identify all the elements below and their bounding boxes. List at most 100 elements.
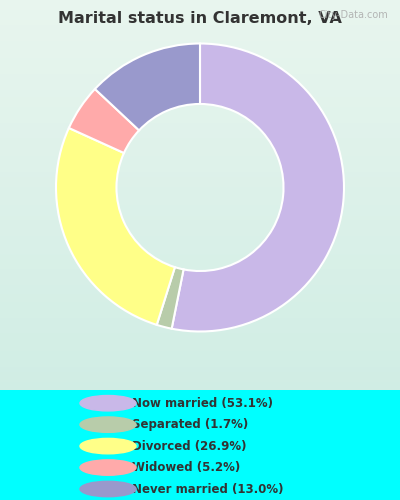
Bar	[0, 328, 400, 330]
Bar	[0, 2, 400, 4]
Bar	[0, 52, 400, 54]
Bar	[0, 376, 400, 378]
Bar	[0, 193, 400, 195]
Bar	[0, 56, 400, 58]
Bar	[0, 336, 400, 338]
Bar	[0, 306, 400, 308]
Bar	[0, 16, 400, 18]
Bar	[0, 308, 400, 310]
Bar	[0, 148, 400, 150]
Bar	[0, 197, 400, 199]
Bar	[0, 226, 400, 228]
Bar	[0, 296, 400, 298]
Bar	[0, 220, 400, 222]
Bar	[0, 353, 400, 355]
Bar	[0, 106, 400, 108]
Bar	[0, 246, 400, 248]
Bar	[0, 8, 400, 10]
Bar	[0, 113, 400, 115]
Bar	[0, 362, 400, 364]
Bar	[0, 374, 400, 376]
Circle shape	[80, 438, 136, 454]
Bar	[0, 45, 400, 47]
Bar	[0, 31, 400, 33]
Bar	[0, 302, 400, 304]
Bar	[0, 78, 400, 80]
Bar	[0, 70, 400, 72]
Bar	[0, 298, 400, 300]
Bar	[0, 380, 400, 382]
Bar	[0, 92, 400, 94]
Bar	[0, 224, 400, 226]
Bar	[0, 260, 400, 262]
Bar	[0, 281, 400, 283]
Bar	[0, 108, 400, 109]
Bar	[0, 300, 400, 302]
Wedge shape	[95, 44, 200, 130]
Bar	[0, 180, 400, 182]
Bar	[0, 355, 400, 357]
Bar	[0, 136, 400, 138]
Bar	[0, 47, 400, 49]
Text: Divorced (26.9%): Divorced (26.9%)	[132, 440, 246, 452]
Bar	[0, 288, 400, 290]
Bar	[0, 263, 400, 265]
Bar	[0, 72, 400, 74]
Bar	[0, 88, 400, 90]
Bar	[0, 262, 400, 263]
Bar	[0, 366, 400, 368]
Bar	[0, 10, 400, 12]
Wedge shape	[157, 267, 184, 328]
Circle shape	[80, 396, 136, 411]
Bar	[0, 386, 400, 388]
Bar	[0, 269, 400, 271]
Text: Now married (53.1%): Now married (53.1%)	[132, 396, 273, 409]
Bar	[0, 322, 400, 324]
Bar	[0, 258, 400, 260]
Bar	[0, 12, 400, 14]
Bar	[0, 265, 400, 267]
Bar	[0, 250, 400, 252]
Bar	[0, 74, 400, 76]
Bar	[0, 96, 400, 98]
Text: Widowed (5.2%): Widowed (5.2%)	[132, 461, 240, 474]
Bar	[0, 4, 400, 6]
Bar	[0, 320, 400, 322]
Bar	[0, 222, 400, 224]
Bar	[0, 60, 400, 62]
Text: Marital status in Claremont, VA: Marital status in Claremont, VA	[58, 11, 342, 26]
Bar	[0, 172, 400, 173]
Bar	[0, 82, 400, 84]
Bar	[0, 144, 400, 146]
Bar	[0, 158, 400, 160]
Bar	[0, 345, 400, 347]
Bar	[0, 349, 400, 351]
Bar	[0, 150, 400, 152]
Bar	[0, 174, 400, 176]
Bar	[0, 29, 400, 31]
Bar	[0, 68, 400, 70]
Bar	[0, 98, 400, 100]
Bar	[0, 128, 400, 130]
Bar	[0, 203, 400, 205]
Bar	[0, 279, 400, 281]
Bar	[0, 132, 400, 134]
Bar	[0, 267, 400, 269]
Bar	[0, 170, 400, 172]
Bar	[0, 90, 400, 92]
Bar	[0, 138, 400, 140]
Bar	[0, 6, 400, 8]
Bar	[0, 314, 400, 316]
Wedge shape	[69, 89, 139, 153]
Bar	[0, 361, 400, 362]
Wedge shape	[56, 128, 175, 325]
Bar	[0, 330, 400, 332]
Bar	[0, 162, 400, 164]
Bar	[0, 341, 400, 343]
Bar	[0, 234, 400, 236]
Bar	[0, 18, 400, 20]
Bar	[0, 156, 400, 158]
Bar	[0, 275, 400, 277]
Bar	[0, 384, 400, 386]
Bar	[0, 164, 400, 166]
